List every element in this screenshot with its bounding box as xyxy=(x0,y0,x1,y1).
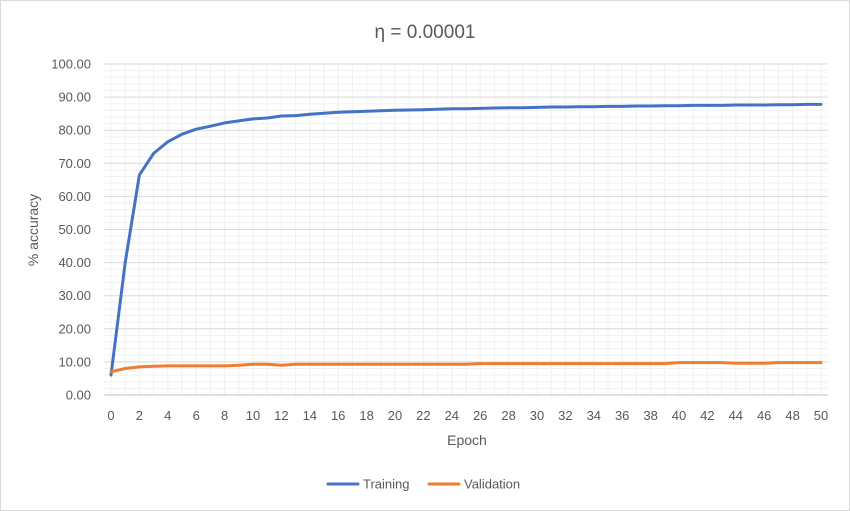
x-tick-label: 24 xyxy=(445,408,459,423)
x-tick-label: 48 xyxy=(785,408,799,423)
x-tick-label: 42 xyxy=(700,408,714,423)
chart-title: η = 0.00001 xyxy=(375,22,476,43)
x-tick-label: 32 xyxy=(558,408,572,423)
x-tick-label: 8 xyxy=(221,408,228,423)
x-tick-label: 36 xyxy=(615,408,629,423)
x-tick-label: 16 xyxy=(331,408,345,423)
x-tick-label: 38 xyxy=(643,408,657,423)
y-tick-label: 60.00 xyxy=(58,189,91,204)
x-tick-label: 40 xyxy=(672,408,686,423)
y-tick-label: 80.00 xyxy=(58,123,91,138)
y-tick-label: 90.00 xyxy=(58,90,91,105)
x-tick-label: 2 xyxy=(136,408,143,423)
series-lines xyxy=(109,102,823,377)
y-tick-label: 50.00 xyxy=(58,222,91,237)
legend-label-training: Training xyxy=(363,477,409,492)
y-tick-label: 100.00 xyxy=(51,57,91,72)
y-axis-title: % accuracy xyxy=(25,194,41,266)
x-tick-label: 22 xyxy=(416,408,430,423)
y-tick-label: 70.00 xyxy=(58,156,91,171)
series-line-training xyxy=(109,102,823,377)
legend-label-validation: Validation xyxy=(464,477,520,492)
x-tick-label: 18 xyxy=(359,408,373,423)
y-tick-label: 0.00 xyxy=(66,388,91,403)
x-tick-label: 0 xyxy=(107,408,114,423)
x-tick-label: 44 xyxy=(729,408,743,423)
x-tick-label: 14 xyxy=(303,408,317,423)
x-tick-label: 34 xyxy=(587,408,601,423)
x-tick-label: 46 xyxy=(757,408,771,423)
x-axis-title: Epoch xyxy=(447,432,487,448)
y-tick-label: 20.00 xyxy=(58,321,91,336)
x-tick-label: 28 xyxy=(501,408,515,423)
x-tick-label: 4 xyxy=(164,408,171,423)
x-tick-label: 50 xyxy=(814,408,828,423)
y-tick-label: 10.00 xyxy=(58,354,91,369)
x-tick-label: 12 xyxy=(274,408,288,423)
x-tick-label: 10 xyxy=(246,408,260,423)
major-gridlines xyxy=(104,63,828,396)
y-tick-label: 40.00 xyxy=(58,255,91,270)
y-axis-tick-labels: 0.00 10.00 20.00 30.00 40.00 50.00 60.00 70.00 8… xyxy=(51,57,91,403)
x-tick-label: 30 xyxy=(530,408,544,423)
x-tick-label: 26 xyxy=(473,408,487,423)
x-tick-label: 6 xyxy=(193,408,200,423)
x-axis-tick-labels: 0 2 4 6 8 10 12 14 16 18 20 22 24 26 28 30 32 34 36 38 40 42 4… xyxy=(107,408,828,423)
legend: Training Validation xyxy=(326,477,520,492)
series-line-validation xyxy=(109,361,823,374)
y-tick-label: 30.00 xyxy=(58,288,91,303)
x-tick-label: 20 xyxy=(388,408,402,423)
